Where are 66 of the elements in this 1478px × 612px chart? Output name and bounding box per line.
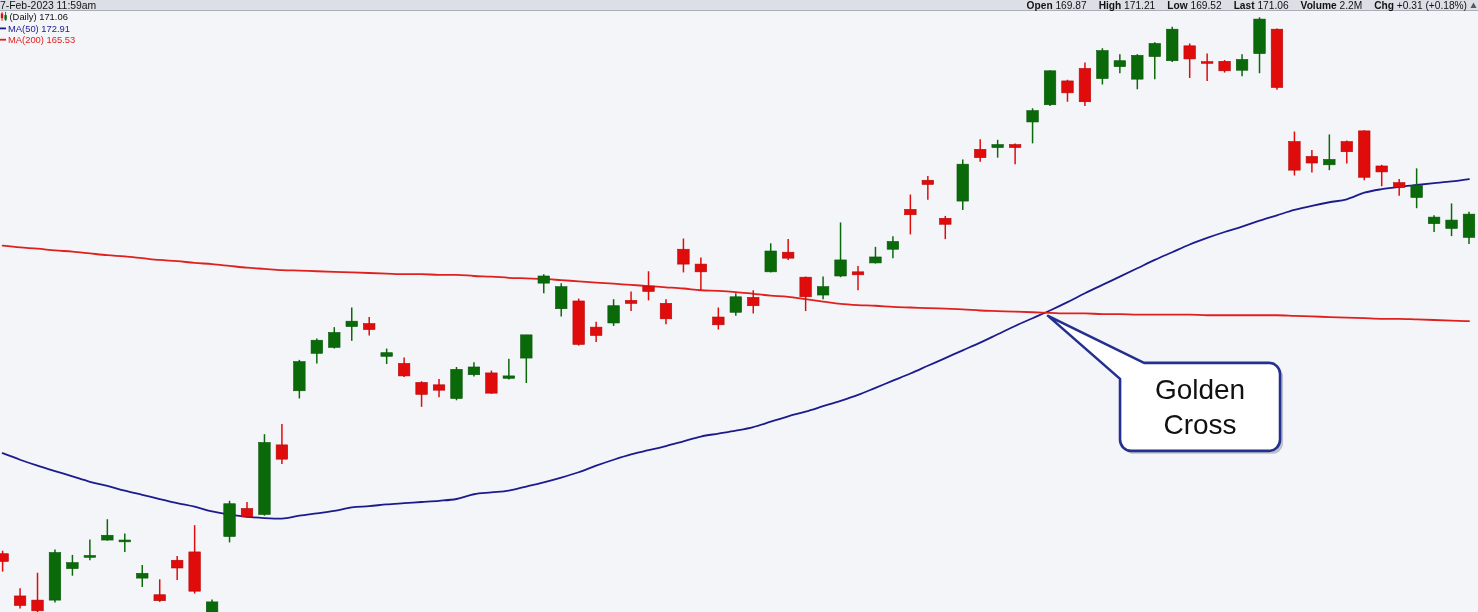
text: Open 169.87 xyxy=(1026,0,1087,11)
candlestick xyxy=(1445,202,1458,237)
candlestick xyxy=(1183,42,1196,79)
candlestick xyxy=(275,423,288,465)
candlestick xyxy=(415,380,428,408)
text: High 171.21 xyxy=(1098,0,1156,11)
candlestick xyxy=(607,298,620,327)
text: Volume 2.2M xyxy=(1300,0,1363,11)
candlestick xyxy=(328,326,341,350)
candlestick xyxy=(886,235,899,259)
candlestick xyxy=(712,306,725,331)
candlestick xyxy=(1410,167,1423,209)
candlestick xyxy=(939,215,952,240)
candlestick xyxy=(31,572,44,612)
candlestick xyxy=(537,273,550,294)
candlestick xyxy=(782,238,795,261)
candlestick xyxy=(1026,107,1039,145)
text: MA(50) 172.91 xyxy=(8,22,71,34)
candlestick xyxy=(921,175,934,201)
legend-label: (Daily) 171.06 xyxy=(9,11,68,23)
candlestick xyxy=(1462,211,1476,245)
annotation: Golden Cross xyxy=(1154,373,1246,440)
candlestick xyxy=(310,337,323,365)
text: Chg +0.31 (+0.18%) xyxy=(1374,0,1467,11)
candlestick xyxy=(83,538,96,562)
candlestick xyxy=(153,578,166,603)
candlestick xyxy=(118,532,131,553)
candlestick xyxy=(136,564,149,588)
candlestick xyxy=(485,369,498,395)
candlestick xyxy=(799,275,812,312)
candlestick xyxy=(345,306,358,342)
candlestick xyxy=(432,378,446,399)
candlestick xyxy=(764,242,777,274)
candlestick xyxy=(1113,53,1126,74)
candlestick xyxy=(14,587,27,610)
candlestick xyxy=(101,518,114,542)
candlestick xyxy=(1340,139,1353,165)
text: 7-Feb-2023 11:59am xyxy=(0,0,97,11)
candlestick xyxy=(851,265,865,292)
candlestick xyxy=(974,138,987,163)
candlestick xyxy=(520,334,533,384)
candlestick xyxy=(1148,41,1161,80)
candlestick xyxy=(677,237,690,274)
candlestick xyxy=(904,193,917,236)
candlestick xyxy=(1131,53,1144,91)
candlestick xyxy=(729,292,742,317)
candlestick xyxy=(747,289,760,315)
text: MA(200) 165.53 xyxy=(8,34,76,45)
candlestick xyxy=(817,275,830,300)
candlestick xyxy=(625,290,638,312)
candlestick xyxy=(66,554,79,577)
candlestick xyxy=(1201,52,1214,82)
candlestick xyxy=(1305,149,1318,174)
candlestick xyxy=(1236,53,1249,77)
text: Last 171.06 xyxy=(1233,0,1289,11)
candlestick xyxy=(659,298,673,325)
candlestick xyxy=(834,221,847,278)
candlestick xyxy=(694,256,707,292)
text: Low 169.52 xyxy=(1167,0,1222,11)
candlestick xyxy=(171,555,184,581)
candlestick xyxy=(363,316,376,337)
candlestick xyxy=(1323,133,1336,171)
candlestick xyxy=(555,282,568,318)
candlestick xyxy=(1009,142,1022,165)
candlestick xyxy=(642,270,655,302)
candlestick xyxy=(590,321,603,343)
